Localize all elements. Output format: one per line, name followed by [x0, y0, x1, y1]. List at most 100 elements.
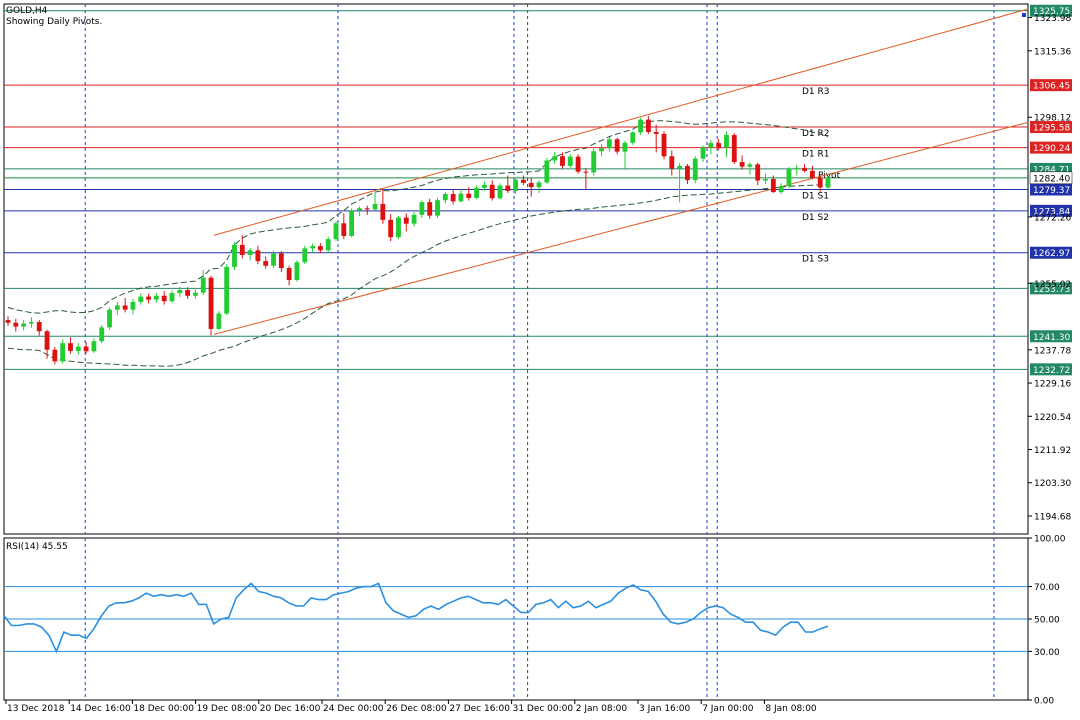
time-axis-label: 13 Dec 2018: [7, 704, 65, 714]
time-axis-label: 2 Jan 08:00: [576, 704, 628, 714]
candle-bullish: [474, 187, 479, 198]
candle-bullish: [372, 204, 378, 210]
rsi-line: [3, 582, 829, 654]
candle-bearish: [528, 182, 534, 188]
pivot-level-label: D1 R3: [802, 87, 830, 97]
candle-bullish: [29, 322, 34, 324]
candle-bullish: [302, 248, 308, 263]
candle-bullish: [396, 217, 401, 238]
candle-bullish: [778, 185, 784, 193]
candle-bullish: [349, 210, 355, 237]
candle-bullish: [411, 214, 417, 224]
candle-bearish: [669, 156, 675, 169]
trend-channel-line: [213, 121, 1029, 335]
candle-bearish: [716, 143, 722, 148]
current-price-label: 1282.40: [1033, 174, 1070, 184]
pivot-price-tag: [1030, 246, 1072, 259]
candle-bearish: [5, 320, 11, 323]
level-price-tag: [1030, 282, 1072, 295]
level-price-tag: [1030, 4, 1072, 17]
pivot-price-label: 1290.24: [1033, 144, 1070, 154]
candle-bearish: [731, 135, 737, 163]
pivot-price-tag: [1030, 121, 1072, 134]
candle-bullish: [513, 179, 519, 191]
chart-headers: GOLD,H4 Showing Daily Pivots. RSI(14) 45…: [6, 6, 102, 552]
rsi-title: RSI(14) 45.55: [6, 542, 68, 552]
price-tick-label: 1323.98: [1034, 14, 1071, 24]
candle-bearish: [278, 253, 284, 269]
candle-bullish: [130, 301, 136, 310]
candle-bullish: [638, 119, 643, 133]
candle-bullish: [294, 262, 300, 280]
price-tick-label: 1220.54: [1034, 413, 1071, 423]
main-panel-frame: [3, 3, 1029, 535]
candle-bearish: [739, 162, 745, 167]
pivot-level-label: D1 R1: [802, 150, 830, 160]
candle-bullish: [271, 253, 276, 266]
candle-bullish: [591, 151, 597, 173]
candle-bullish: [21, 323, 27, 327]
candle-bearish: [83, 346, 89, 352]
pivot-level-label: D1 S3: [802, 255, 829, 265]
candle-bullish: [419, 202, 425, 215]
candle-bullish: [481, 184, 487, 188]
price-tick-label: 1272.26: [1034, 213, 1071, 223]
candle-bearish: [239, 244, 245, 255]
candle-bearish: [661, 133, 667, 157]
candle-bearish: [685, 165, 690, 181]
candle-bearish: [450, 194, 456, 202]
pivot-level-label: Pivot: [818, 171, 841, 181]
candle-bearish: [521, 179, 526, 183]
time-axis-label: 7 Jan 00:00: [702, 704, 754, 714]
pivot-price-label: 1273.84: [1033, 207, 1070, 217]
chart-title: GOLD,H4: [6, 6, 48, 16]
candle-bearish: [263, 261, 269, 266]
rsi-tick-label: 100.00: [1034, 535, 1066, 545]
candle-bearish: [653, 131, 659, 134]
time-axis-label: 31 Dec 00:00: [513, 704, 574, 714]
rsi-indicator-panel: 100.00 70.00 50.00 30.00 0.00: [3, 535, 1066, 707]
candle-bearish: [505, 185, 511, 191]
candle-bullish: [794, 167, 800, 170]
candle-bearish: [341, 223, 347, 237]
candle-bullish: [60, 343, 66, 362]
candle-bullish: [747, 164, 753, 167]
candle-bullish: [497, 185, 503, 199]
candle-bullish: [153, 295, 159, 300]
price-tick-label: 1203.30: [1034, 479, 1071, 489]
price-tick-label: 1211.92: [1034, 446, 1071, 456]
price-tick-label: 1237.78: [1034, 346, 1071, 356]
candle-bullish: [724, 135, 729, 148]
time-axis-label: 18 Dec 00:00: [133, 704, 194, 714]
candle-bearish: [614, 139, 620, 152]
candle-bullish: [216, 313, 222, 329]
candle-bullish: [200, 277, 206, 293]
level-price-label: 1241.30: [1033, 333, 1070, 343]
candle-bearish: [255, 250, 261, 262]
candle-bullish: [825, 177, 831, 188]
rsi-tick-label: 0.00: [1034, 697, 1054, 707]
price-tick-label: 1298.12: [1034, 114, 1071, 124]
candle-bullish: [763, 178, 768, 181]
candle-bearish: [286, 268, 292, 280]
candle-bearish: [36, 322, 42, 332]
bollinger-lower-band: [7, 183, 829, 367]
candle-bearish: [802, 167, 807, 171]
trend-channel-line: [213, 8, 1029, 236]
candle-bullish: [177, 290, 183, 294]
candle-bearish: [403, 217, 409, 224]
rsi-tick-label: 50.00: [1034, 616, 1060, 626]
candle-bullish: [567, 156, 573, 166]
candle-bearish: [770, 178, 776, 193]
candle-bearish: [208, 277, 214, 329]
candle-bearish: [122, 305, 128, 310]
candle-bearish: [380, 204, 386, 220]
candle-bullish: [692, 158, 698, 181]
candle-bullish: [75, 346, 81, 351]
pivot-level-label: D1 S2: [802, 213, 829, 223]
pivot-level-label: D1 S1: [802, 192, 829, 202]
pivot-price-label: 1306.45: [1033, 82, 1070, 92]
candle-bearish: [68, 343, 73, 351]
time-axis-label: 14 Dec 16:00: [70, 704, 131, 714]
